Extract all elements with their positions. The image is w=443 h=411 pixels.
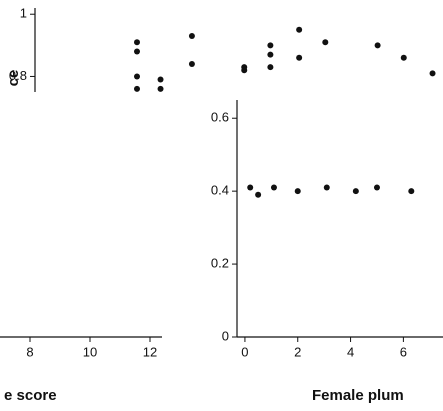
point: [322, 39, 329, 46]
x-axis-label: Female plum: [312, 387, 404, 404]
x-tick-label: 0: [241, 344, 248, 359]
point: [267, 64, 274, 71]
x-tick-label: 2: [294, 344, 301, 359]
point: [429, 70, 436, 77]
point: [241, 67, 248, 74]
point: [373, 184, 380, 191]
y-tick-label: 0.6: [211, 110, 229, 125]
point: [188, 33, 195, 39]
point: [157, 76, 164, 83]
point: [408, 188, 415, 195]
point: [134, 85, 140, 92]
point: [270, 184, 277, 191]
x-tick-label: 8: [26, 344, 33, 359]
y-tick-label: 0: [222, 328, 229, 343]
x-tick-label: 10: [83, 344, 97, 359]
y-axis-label: ce: [5, 70, 22, 87]
point: [134, 39, 140, 46]
y-tick-label: 0.2: [211, 256, 229, 271]
point: [134, 73, 140, 80]
point: [352, 188, 359, 195]
point: [374, 42, 381, 49]
point: [255, 191, 262, 198]
y-tick-label: 0.4: [211, 183, 229, 198]
point: [323, 184, 330, 191]
point: [188, 61, 195, 67]
x-tick-label: 4: [347, 344, 354, 359]
y-tick-label: 0.8: [9, 68, 27, 83]
point: [267, 42, 274, 49]
point: [400, 54, 407, 61]
point: [134, 48, 140, 55]
x-axis-label: e score: [4, 387, 57, 404]
x-tick-label: 6: [400, 344, 407, 359]
point: [296, 26, 303, 33]
y-tick-label: 1: [20, 6, 27, 21]
point: [296, 54, 303, 61]
point: [294, 188, 301, 195]
point: [247, 184, 254, 191]
point: [157, 85, 164, 92]
point: [267, 51, 274, 58]
x-tick-label: 12: [143, 344, 157, 359]
